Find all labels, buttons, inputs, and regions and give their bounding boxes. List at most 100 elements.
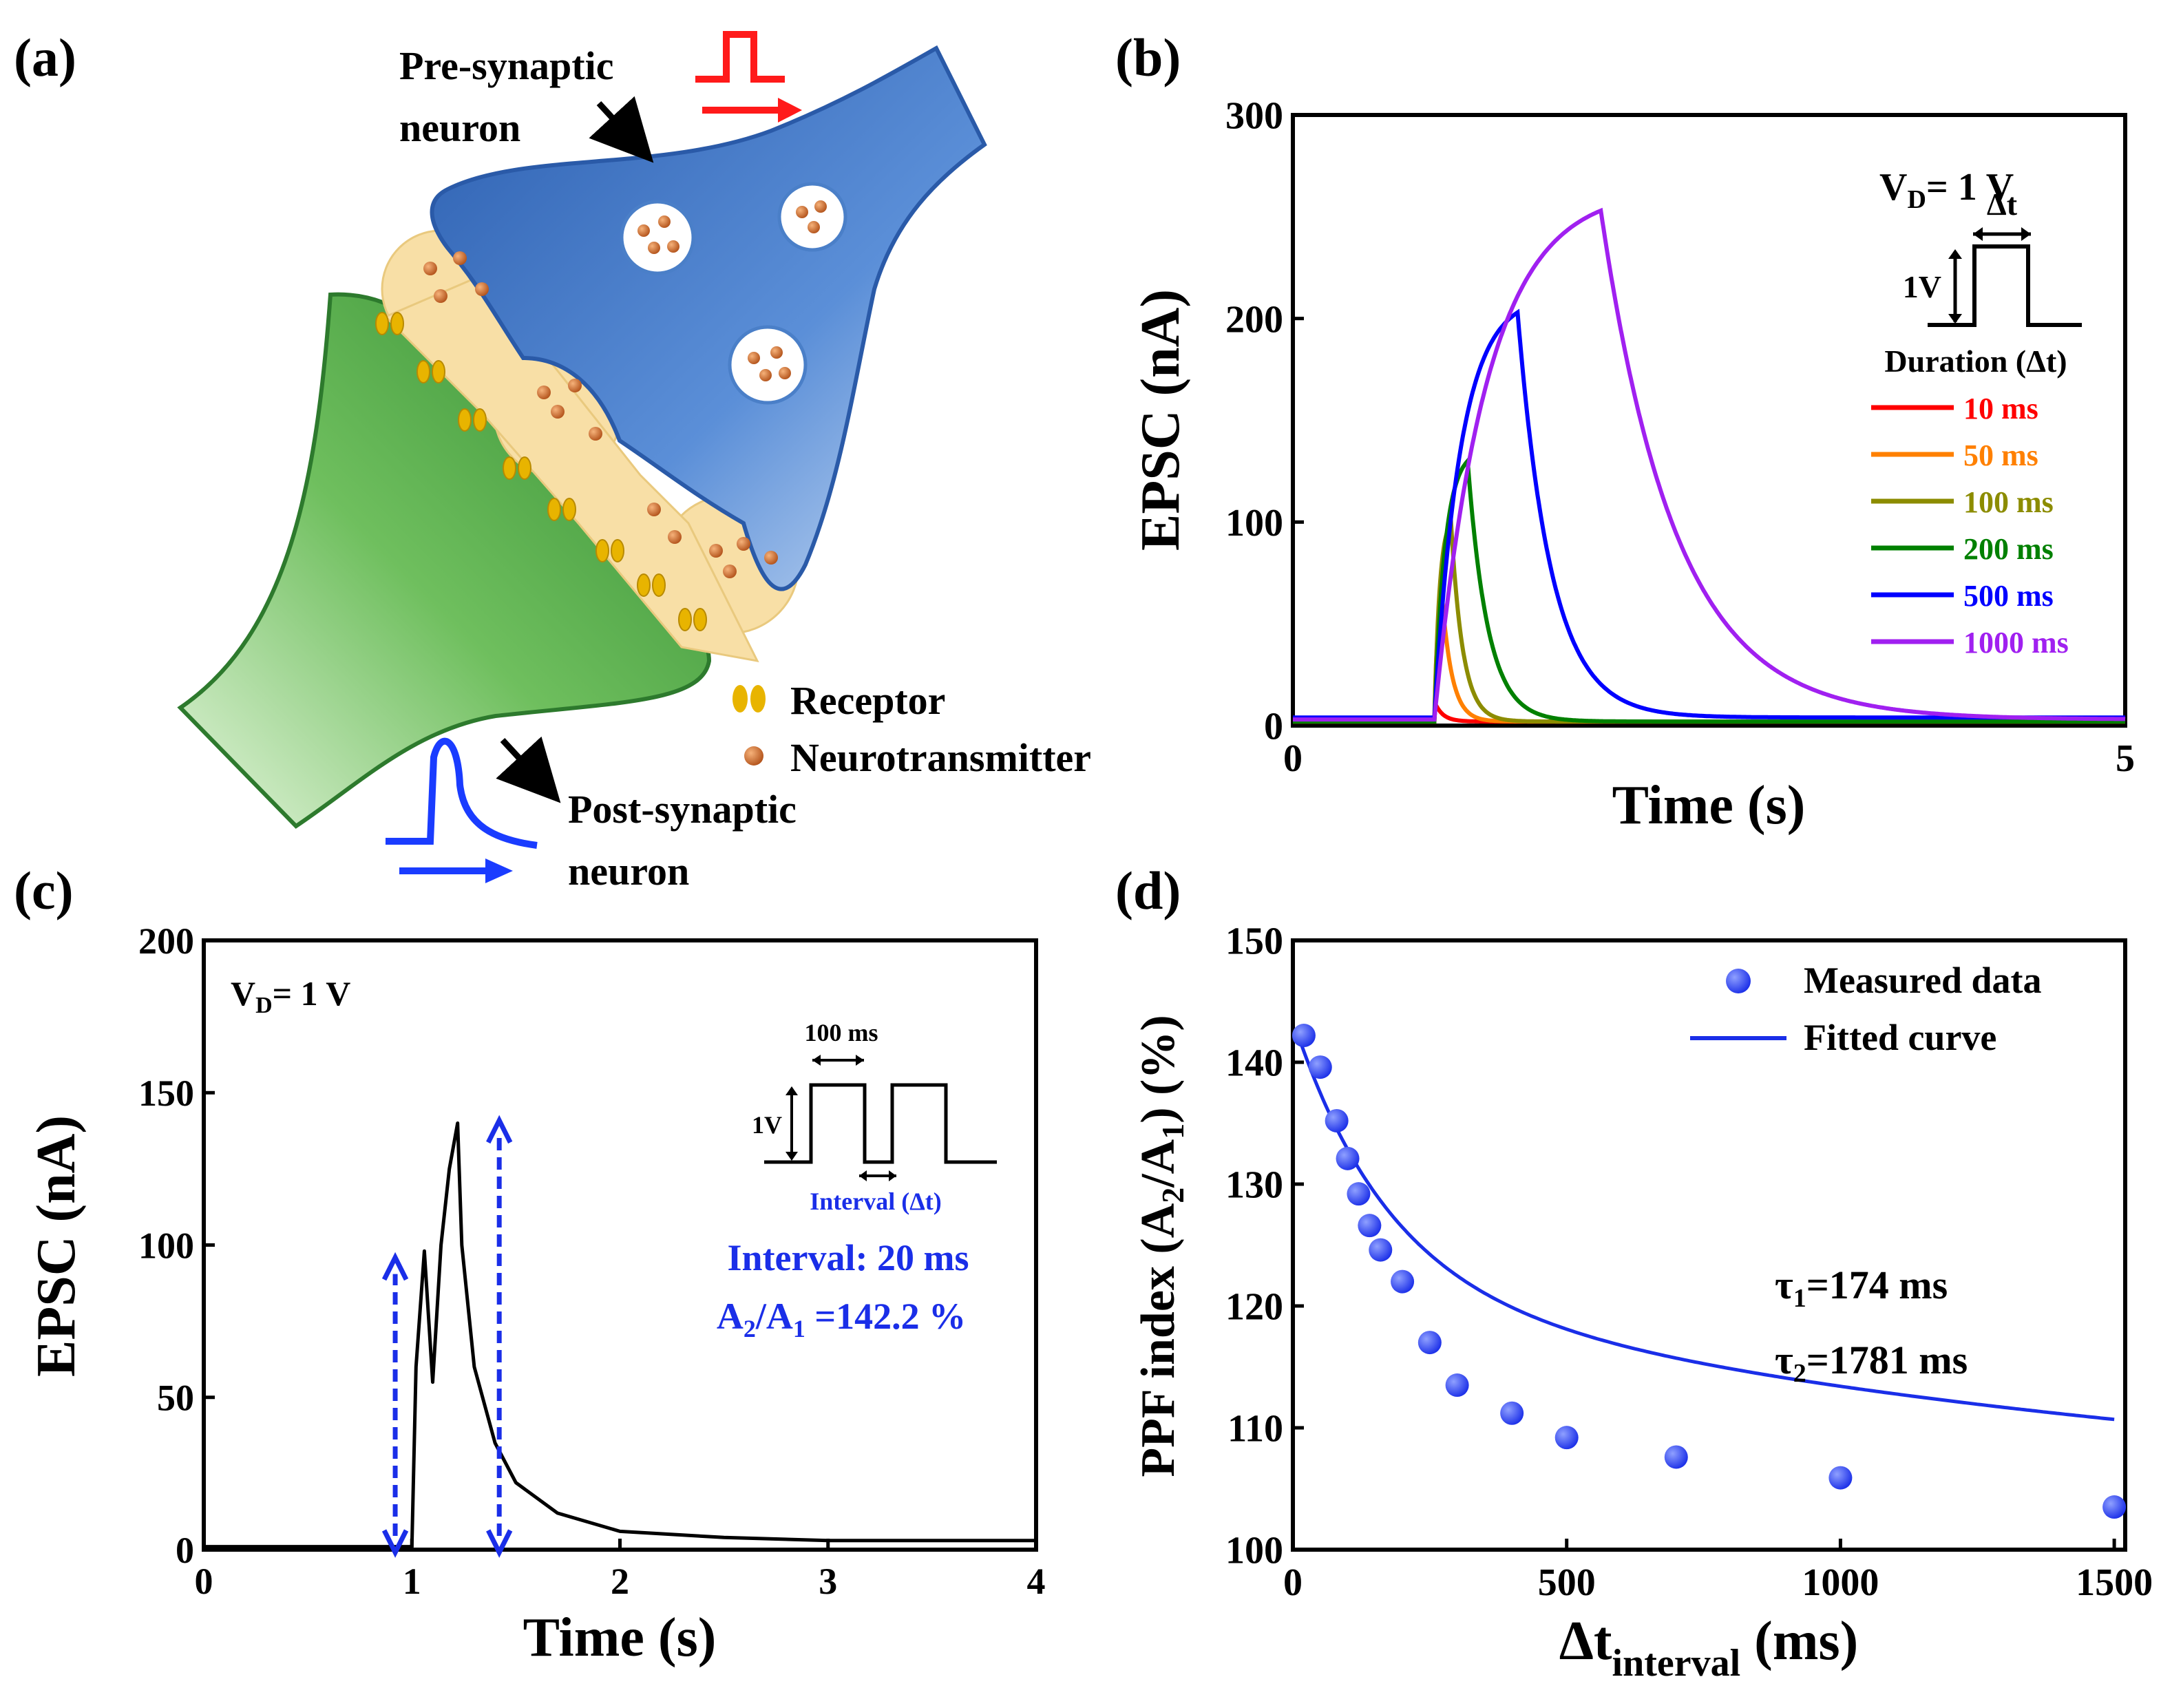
panel-c-label: (c)	[14, 861, 74, 920]
panel-b-inset-amp: 1V	[1903, 269, 1941, 304]
legend-label-10ms: 10 ms	[1963, 392, 2038, 425]
series-line-50ms	[1293, 595, 2125, 724]
fitted-curve	[1299, 1043, 2115, 1422]
panel-a: (a)	[14, 28, 1091, 894]
y-tick-label: 0	[176, 1530, 194, 1571]
panel-c-vd-symbol: V	[231, 974, 255, 1013]
panel-d-legend-fitted: Fitted curve	[1804, 1017, 1996, 1058]
panel-d-ylabel-sub1: 1	[1155, 1124, 1190, 1139]
post-synaptic-label-line2: neuron	[568, 849, 689, 894]
panel-b-xlabel: Time (s)	[1612, 775, 1806, 836]
pre-synaptic-pointer-arrow	[589, 96, 654, 163]
panel-d-ylabel-main: PPF index (A	[1132, 1203, 1185, 1477]
panel-d: (d) 0 500 1000 1500 100 110 120 130 140 150 PPF i…	[1115, 861, 2153, 1685]
panel-b-vd-value: = 1 V	[1926, 166, 2014, 209]
panel-d-tau1-sub: 1	[1793, 1284, 1806, 1313]
panel-d-label: (d)	[1115, 861, 1181, 920]
panel-c-vd-value: = 1 V	[273, 974, 351, 1013]
y-tick-label: 140	[1225, 1042, 1283, 1085]
panel-d-plot-frame	[1291, 938, 2127, 1552]
panel-b-label: (b)	[1115, 28, 1181, 87]
y-tick-label: 100	[1225, 1530, 1283, 1572]
panel-b-legend-title: Duration (Δt)	[1884, 344, 2067, 379]
neurotransmitters	[423, 200, 827, 578]
y-tick-label: 100	[1225, 502, 1283, 545]
panel-b-pulse-inset: Δt 1V	[1903, 187, 2082, 327]
legend-label-100ms: 100 ms	[1963, 485, 2054, 519]
y-tick-label: 150	[138, 1073, 194, 1114]
neurotransmitter-legend-icon	[744, 746, 763, 766]
panel-c-inset-interval: Interval (Δt)	[810, 1188, 942, 1215]
panel-d-curves	[1292, 1024, 2127, 1519]
panel-d-tau2-sub: 2	[1793, 1359, 1806, 1388]
data-point	[2102, 1495, 2127, 1519]
x-tick-label: 5	[2116, 737, 2135, 780]
panel-d-xlabel: Δtinterval (ms)	[1559, 1611, 1858, 1685]
data-point	[1417, 1331, 1442, 1355]
panel-d-ylabel-end: ) (%)	[1132, 1015, 1185, 1123]
panel-c-ticks: 0 1 2 3 4 0 50 100 150 200	[138, 920, 1046, 1602]
panel-c-ratio-a2: A	[717, 1296, 744, 1337]
x-tick-label: 2	[611, 1561, 629, 1602]
y-tick-label: 150	[1225, 920, 1283, 963]
panel-c-ratio-value: =142.2 %	[805, 1296, 966, 1337]
panel-c-ratio-sub1: 1	[793, 1315, 805, 1342]
data-point	[1358, 1214, 1382, 1238]
panel-b-vd-symbol: V	[1879, 166, 1907, 209]
panel-b-plot-frame	[1291, 113, 2127, 728]
amplitude-arrowhead-top	[486, 1115, 513, 1144]
series-line-1000ms	[1293, 207, 2126, 722]
post-synaptic-label-line1: Post-synaptic	[568, 787, 797, 832]
y-tick-label: 0	[1264, 706, 1283, 748]
legend-receptor-label: Receptor	[790, 678, 945, 723]
panel-d-legend-marker-icon	[1726, 969, 1751, 993]
y-tick-label: 200	[138, 920, 194, 962]
panel-d-ylabel-mid: /A	[1132, 1139, 1185, 1188]
x-tick-label: 0	[195, 1561, 213, 1602]
panel-a-label: (a)	[14, 28, 76, 87]
legend-label-200ms: 200 ms	[1963, 532, 2054, 566]
panel-c-curves	[204, 1115, 1036, 1558]
legend-label-1000ms: 1000 ms	[1963, 626, 2069, 660]
data-point	[1828, 1466, 1853, 1490]
panel-b-vd-subscript: D	[1907, 185, 1926, 214]
data-point	[1500, 1401, 1524, 1425]
x-tick-label: 0	[1283, 737, 1303, 780]
y-tick-label: 100	[138, 1225, 194, 1266]
data-point	[1391, 1269, 1415, 1294]
panel-c-vd-annotation: VD= 1 V	[231, 974, 350, 1018]
panel-c-vd-subscript: D	[255, 993, 273, 1018]
data-point	[1336, 1146, 1360, 1170]
panel-d-tau2-value: =1781 ms	[1806, 1338, 1968, 1382]
panel-c-ratio-text: A2/A1 =142.2 %	[717, 1296, 966, 1342]
pre-spike-pulse-icon	[695, 31, 785, 83]
data-point	[1325, 1108, 1349, 1132]
pre-spike-arrowhead-icon	[778, 98, 802, 123]
panel-b-vd-annotation: VD= 1 V	[1879, 166, 2014, 214]
x-tick-label: 1500	[2076, 1561, 2153, 1604]
y-tick-label: 300	[1225, 95, 1283, 138]
panel-c-ratio-slash: /A	[755, 1296, 793, 1337]
legend-label-500ms: 500 ms	[1963, 579, 2054, 613]
panel-c: (c) 0 1 2 3 4 0 50 100 150 200 EPSC (nA) Time (s)…	[14, 861, 1046, 1668]
pre-synaptic-label-line2: neuron	[399, 105, 520, 150]
panel-b-legend: 10 ms 50 ms 100 ms 200 ms 500 ms 1000 ms	[1871, 392, 2069, 660]
panel-c-ratio-sub2: 2	[744, 1315, 756, 1342]
y-tick-label: 50	[157, 1378, 194, 1419]
panel-d-tau1-value: =174 ms	[1806, 1263, 1948, 1307]
x-tick-label: 0	[1283, 1561, 1303, 1604]
data-point	[1445, 1373, 1469, 1398]
amplitude-arrowhead-bottom	[486, 1529, 513, 1558]
x-tick-label: 500	[1538, 1561, 1596, 1604]
panel-c-inset-width: 100 ms	[805, 1019, 878, 1046]
legend-neurotransmitter-label: Neurotransmitter	[790, 735, 1091, 780]
y-tick-label: 110	[1227, 1408, 1283, 1451]
panel-c-ylabel: EPSC (nA)	[26, 1115, 87, 1377]
amplitude-arrowhead-bottom	[381, 1529, 409, 1558]
panel-b-ylabel: EPSC (nA)	[1130, 289, 1191, 551]
panel-c-inset-amp: 1V	[752, 1111, 782, 1139]
panel-b-inset-dt: Δt	[1987, 187, 2018, 222]
receptors	[375, 312, 707, 631]
panel-d-ylabel: PPF index (A2/A1) (%)	[1132, 1015, 1190, 1477]
x-tick-label: 3	[819, 1561, 837, 1602]
